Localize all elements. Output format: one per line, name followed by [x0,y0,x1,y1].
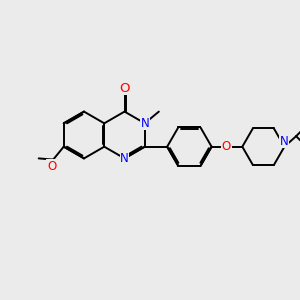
Text: O: O [47,160,56,173]
Text: N: N [120,152,129,165]
Text: O: O [222,140,231,153]
Text: N: N [140,117,149,130]
Text: O: O [119,82,130,95]
Text: N: N [280,135,289,148]
